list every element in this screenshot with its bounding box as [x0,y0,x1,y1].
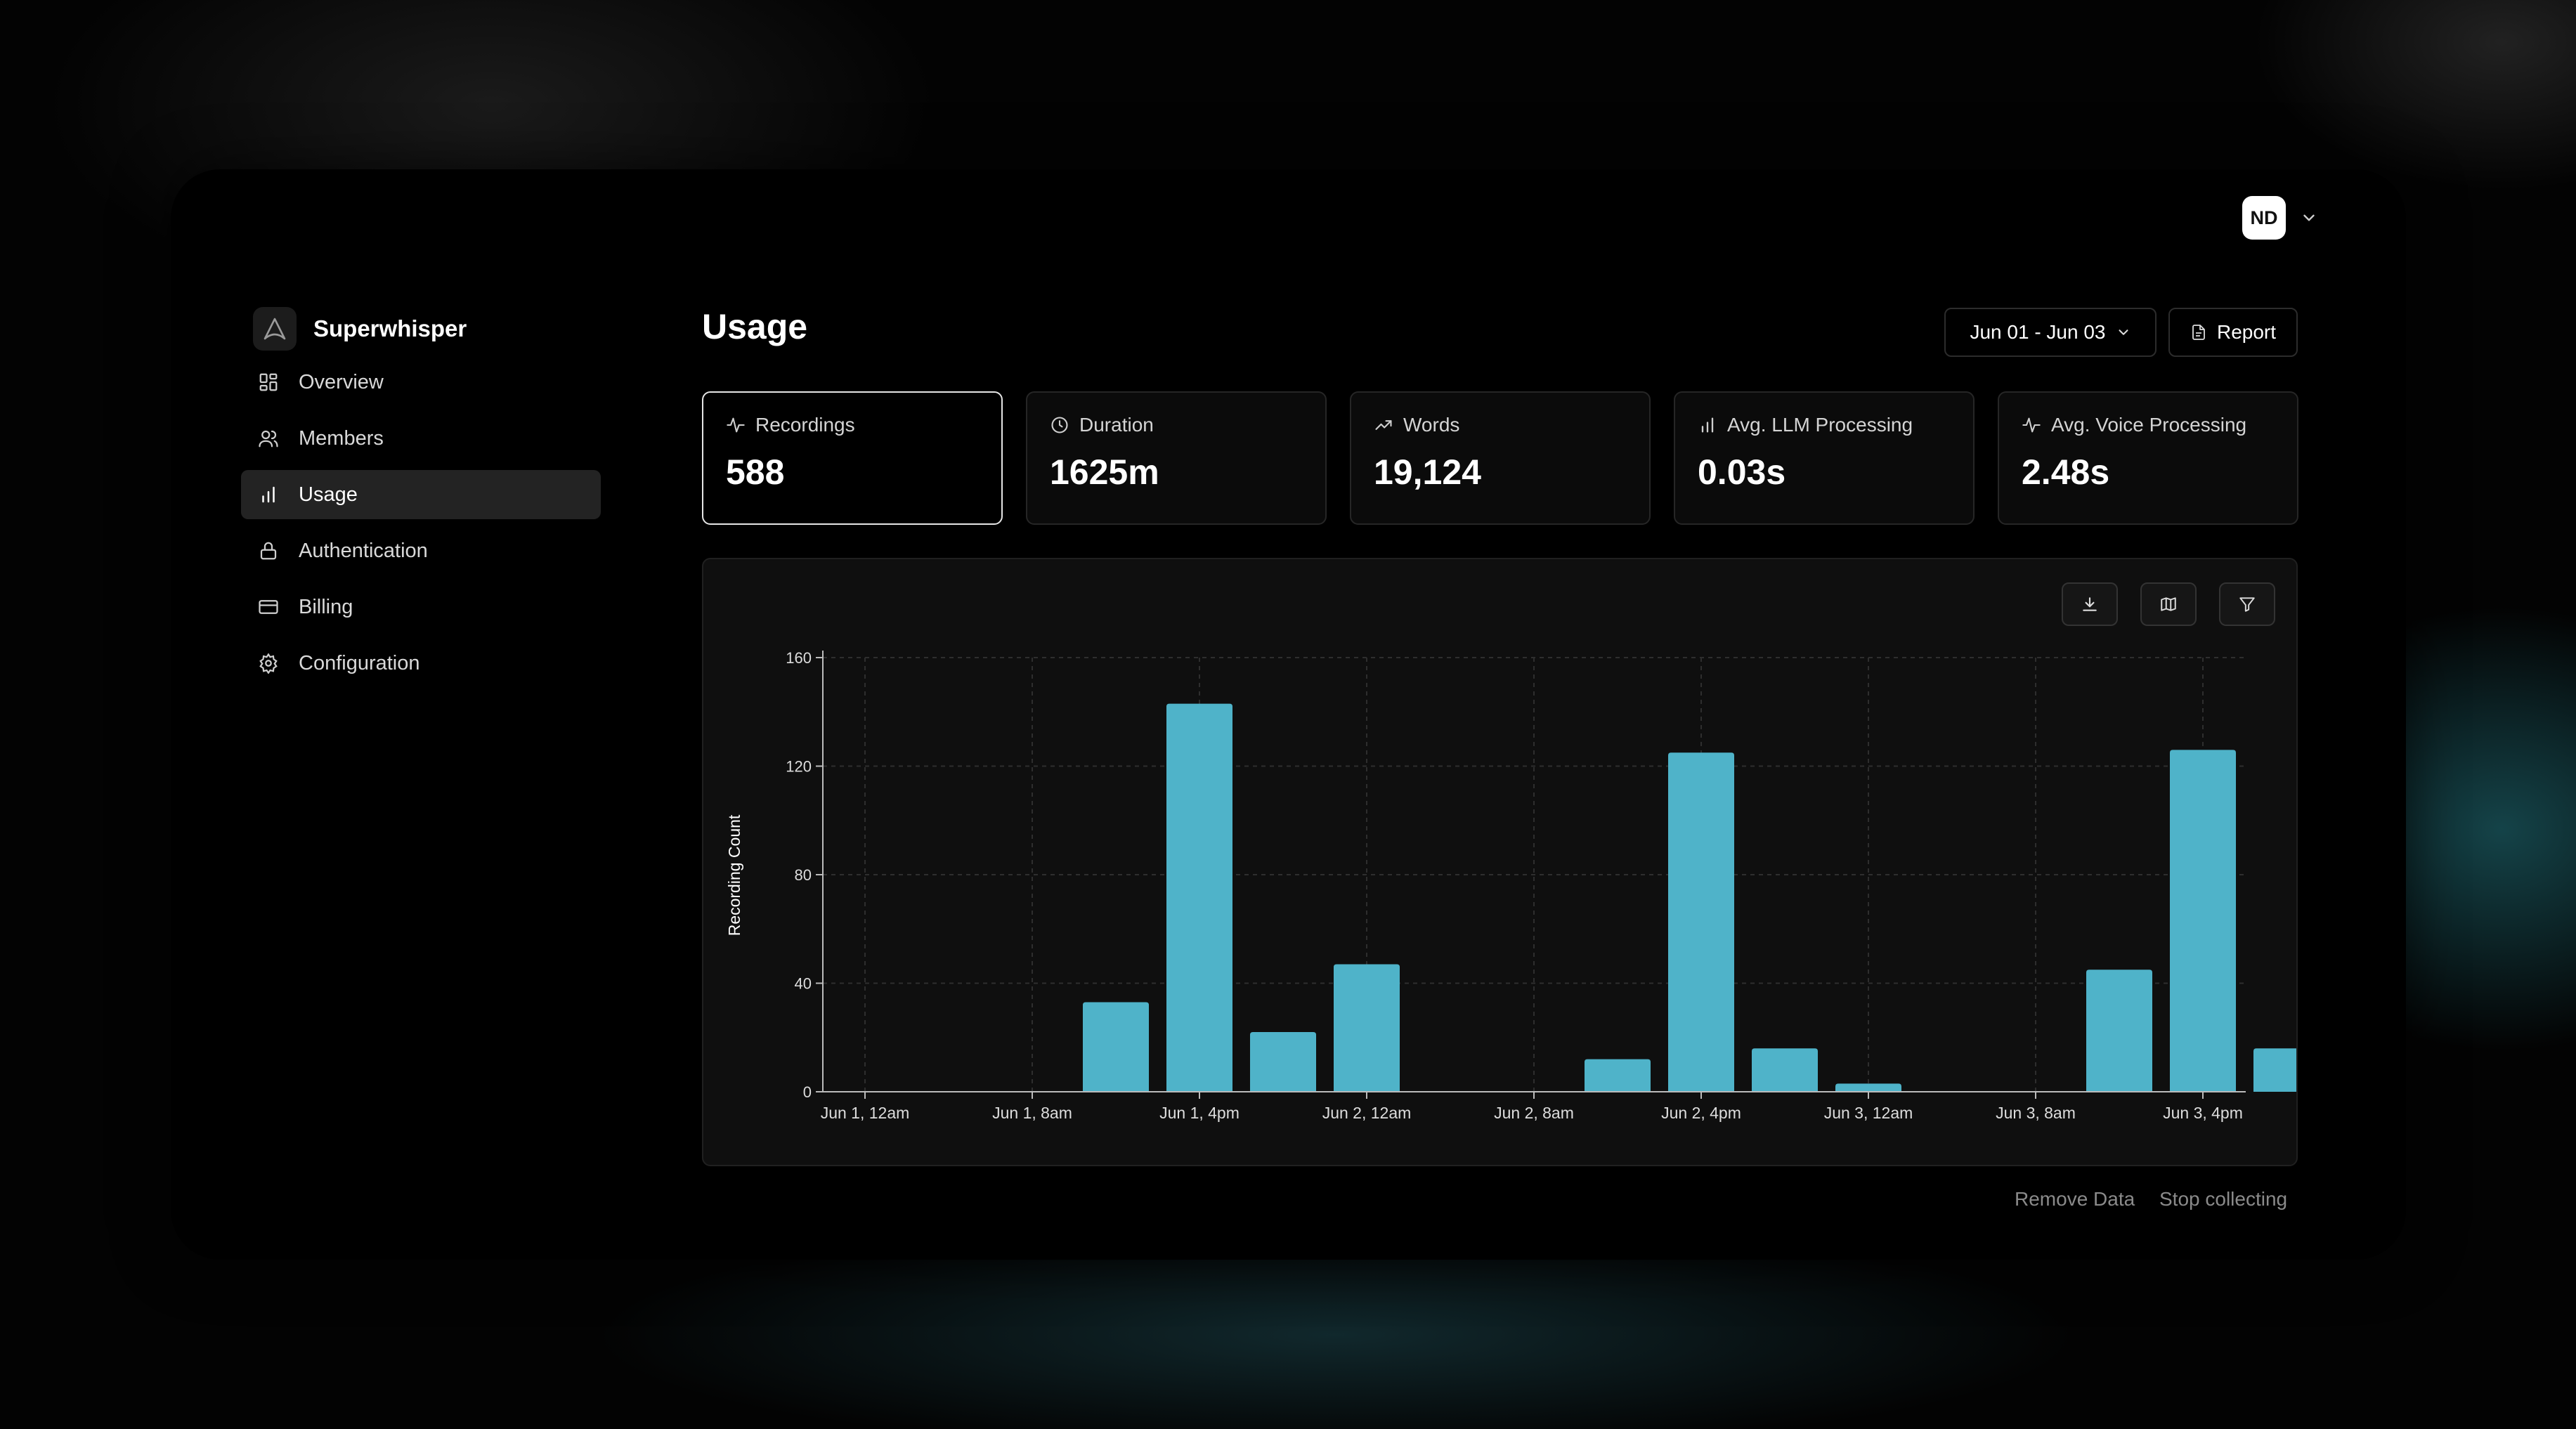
x-tick-label: Jun 2, 8am [1494,1104,1574,1122]
stat-card-words[interactable]: Words 19,124 [1350,391,1651,525]
map-icon [2161,597,2176,611]
report-button[interactable]: Report [2168,308,2298,357]
chevron-down-icon [2119,329,2128,335]
sidebar-item-usage[interactable]: Usage [241,470,601,519]
y-axis-label: Recording Count [725,814,743,936]
x-tick-label: Jun 3, 12am [1824,1104,1913,1122]
stat-label: Avg. Voice Processing [2051,414,2247,436]
filter-icon [2239,597,2255,612]
stat-label: Recordings [755,414,855,436]
stat-value: 588 [726,452,785,492]
page-title: Usage [702,307,808,346]
stat-label: Duration [1079,414,1154,436]
download-icon [2083,597,2097,611]
sidebar-item-overview[interactable]: Overview [241,358,601,407]
stat-card-avg-llm-processing[interactable]: Avg. LLM Processing 0.03s [1674,391,1975,525]
sidebar-item-label: Configuration [299,651,420,674]
sidebar-nav: Overview Members Usage Authentication Bi… [241,358,601,695]
x-tick-label: Jun 1, 4pm [1159,1104,1240,1122]
y-tick-label: 0 [803,1083,812,1101]
sidebar-item-members[interactable]: Members [241,414,601,463]
stat-value: 0.03s [1698,452,1786,492]
sidebar-item-label: Authentication [299,539,428,562]
chart-bar [1584,1059,1651,1092]
sidebar-item-authentication[interactable]: Authentication [241,526,601,575]
recording-count-chart: Recording Count 0 40 80 120 160 Jun 1, 12am Ju… [725,649,2296,1122]
chart-bar [1333,964,1400,1092]
clock-icon [1051,417,1068,433]
x-tick-label: Jun 1, 8am [992,1104,1072,1122]
stat-label: Avg. LLM Processing [1727,414,1913,436]
y-tick-label: 40 [795,975,812,993]
sidebar-item-label: Members [299,426,384,450]
bar-chart-icon [262,486,275,503]
trending-up-icon [1375,420,1392,430]
brand-name: Superwhisper [313,315,467,341]
chart-bar [2253,1048,2296,1092]
download-button[interactable] [2062,582,2118,626]
filter-button[interactable] [2219,582,2275,626]
date-range-label: Jun 01 - Jun 03 [1970,321,2106,343]
stat-value: 1625m [1050,452,1159,492]
stat-card-recordings[interactable]: Recordings 588 [702,391,1003,525]
date-range-picker[interactable]: Jun 01 - Jun 03 [1944,308,2157,357]
document-icon [2192,325,2205,340]
remove-data-link[interactable]: Remove Data [2015,1188,2135,1210]
x-tick-label: Jun 3, 4pm [2163,1104,2243,1122]
y-tick-label: 160 [786,649,812,667]
account-avatar[interactable]: ND [2242,196,2286,240]
x-tick-label: Jun 2, 4pm [1661,1104,1741,1122]
chart-bar [1166,703,1233,1092]
sidebar-item-label: Overview [299,370,384,393]
x-tick-label: Jun 1, 12am [821,1104,910,1122]
chevron-down-icon[interactable] [2300,209,2318,227]
chart-bar [1082,1002,1150,1092]
bar-chart-icon [1701,417,1714,433]
chart-bar [1835,1083,1902,1092]
gear-icon [259,653,278,674]
chart-bar [1751,1048,1819,1092]
grid-icon [259,373,278,391]
sidebar-item-configuration[interactable]: Configuration [241,639,601,688]
chart-bar [1667,752,1735,1092]
stat-value: 2.48s [2022,452,2110,492]
app-logo-icon [253,307,297,351]
stat-label: Words [1403,414,1460,436]
chart-bar [2086,970,2153,1092]
x-tick-label: Jun 3, 8am [1996,1104,2076,1122]
activity-icon [727,417,745,433]
brand: Superwhisper [253,307,467,351]
activity-icon [2022,417,2041,433]
sidebar-item-label: Billing [299,595,353,618]
app-window: ND Superwhisper Overview Members Usage A… [171,169,2406,1260]
stat-value: 19,124 [1374,452,1481,492]
stat-card-duration[interactable]: Duration 1625m [1026,391,1327,525]
usage-chart-card: Recording Count 0 40 80 120 160 Jun 1, 12am Ju… [702,558,2298,1166]
y-tick-label: 80 [795,866,812,884]
stat-card-avg-voice-processing[interactable]: Avg. Voice Processing 2.48s [1998,391,2298,525]
y-tick-label: 120 [786,758,812,776]
chart-bar [2169,750,2237,1092]
report-label: Report [2216,321,2277,343]
lock-icon [260,542,277,560]
sidebar-item-label: Usage [299,483,358,506]
chart-bar [1249,1032,1317,1092]
x-tick-label: Jun 2, 12am [1322,1104,1412,1122]
sidebar-item-billing[interactable]: Billing [241,582,601,632]
map-button[interactable] [2140,582,2197,626]
users-icon [259,430,278,448]
stop-collecting-link[interactable]: Stop collecting [2159,1188,2288,1210]
credit-card-icon [259,600,278,614]
